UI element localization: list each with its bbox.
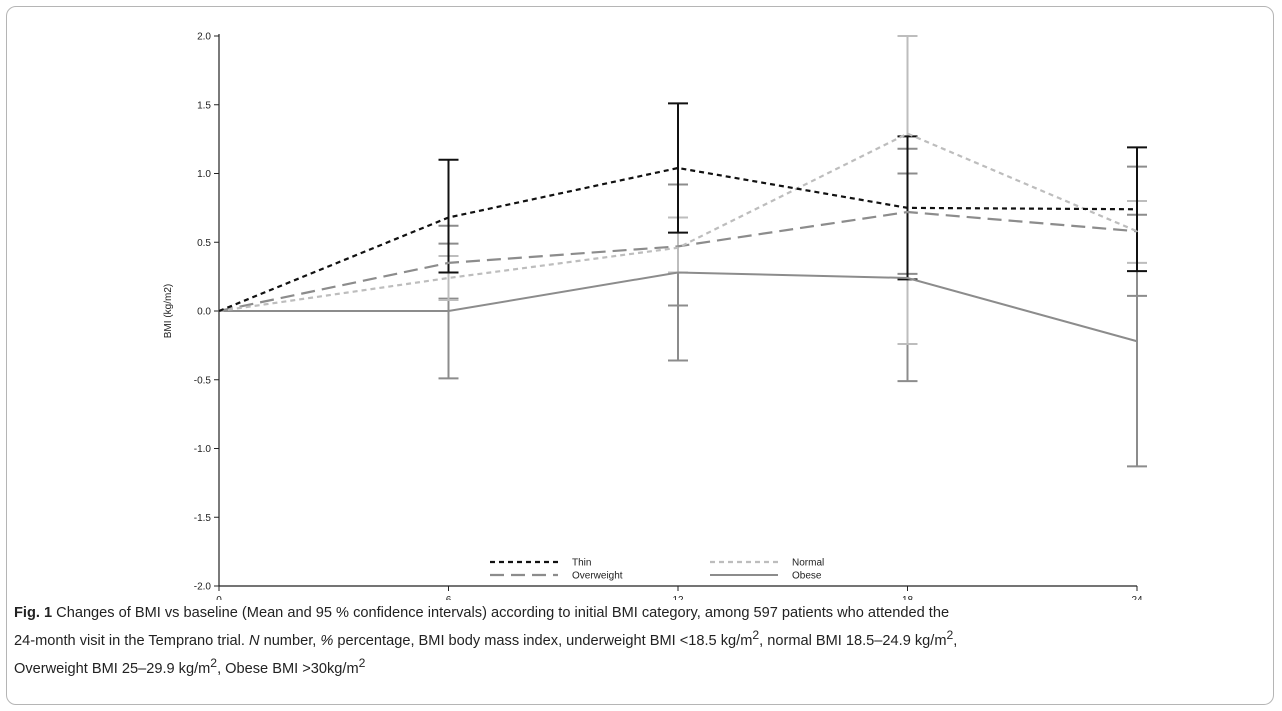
caption-line-2a: 24-month visit in the Temprano trial. xyxy=(14,632,245,649)
legend-label-obese: Obese xyxy=(792,571,822,582)
y-tick-label: -2.0 xyxy=(194,582,212,593)
caption-n-symbol: N xyxy=(248,632,260,649)
caption-pct-symbol: % xyxy=(320,632,334,649)
data-point-normal xyxy=(447,277,450,279)
caption-line-1: Changes of BMI vs baseline (Mean and 95 … xyxy=(56,605,950,621)
y-tick-label: 0.5 xyxy=(197,238,211,249)
data-point-obese xyxy=(1136,340,1138,343)
data-point-thin xyxy=(906,207,909,209)
legend-item-overweight: Overweight xyxy=(490,571,623,582)
caption-label: Fig. 1 xyxy=(14,605,53,621)
x-tick-label: 0 xyxy=(216,595,222,600)
caption-pct-text: percentage, BMI body mass index, underwe… xyxy=(337,632,753,649)
caption-line-2c: , xyxy=(953,632,958,649)
caption-sup-3: 2 xyxy=(210,655,218,670)
caption-sup-1: 2 xyxy=(752,628,760,642)
data-point-thin xyxy=(218,310,220,312)
figure-frame xyxy=(6,6,1274,705)
legend: Thin Normal Overweight Obese xyxy=(490,558,824,582)
x-axis-ticks: 0 6 12 18 24 xyxy=(216,586,1143,600)
caption-sup-4: 2 xyxy=(358,655,366,670)
data-point-overweight xyxy=(447,262,450,264)
legend-item-normal: Normal xyxy=(710,558,824,569)
x-tick-label: 18 xyxy=(902,595,914,600)
caption-line-2b: , normal BMI 18.5–24.9 kg/m xyxy=(759,632,947,649)
legend-label-normal: Normal xyxy=(792,558,824,569)
series-obese xyxy=(438,172,1147,468)
error-bar-thin xyxy=(438,158,459,274)
figure-caption: Fig. 1 Changes of BMI vs baseline (Mean … xyxy=(14,602,1264,680)
series-layer xyxy=(218,35,1147,468)
caption-line-3b: , Obese BMI >30kg/m xyxy=(217,660,359,677)
data-point-normal xyxy=(906,132,909,135)
y-tick-label: 2.0 xyxy=(197,32,211,43)
legend-item-thin: Thin xyxy=(490,558,591,569)
data-point-normal xyxy=(1136,230,1138,233)
caption-sup-2: 2 xyxy=(946,628,954,642)
data-point-thin xyxy=(677,167,679,169)
caption-line-3a: Overweight BMI 25–29.9 kg/m xyxy=(14,660,211,677)
y-axis-label: BMI (kg/m2) xyxy=(163,284,174,338)
x-tick-label: 24 xyxy=(1131,595,1143,600)
y-tick-label: 0.0 xyxy=(197,307,211,318)
y-tick-label: 1.0 xyxy=(197,169,211,180)
caption-n-text: number, xyxy=(263,632,317,649)
x-tick-label: 12 xyxy=(672,595,684,600)
y-axis-ticks: 2.0 1.5 1.0 0.5 0.0 -0.5 -1.0 -1.5 -2.0 xyxy=(194,32,219,593)
series-overweight xyxy=(438,147,1147,307)
legend-label-thin: Thin xyxy=(572,558,591,569)
legend-item-obese: Obese xyxy=(710,571,822,582)
data-point-thin xyxy=(1136,208,1138,211)
x-tick-label: 6 xyxy=(446,595,452,600)
y-tick-label: 1.5 xyxy=(197,100,211,111)
data-point-obese xyxy=(447,310,450,312)
y-tick-label: -1.5 xyxy=(194,513,212,524)
data-point-overweight xyxy=(906,211,909,213)
data-point-thin xyxy=(447,216,450,219)
y-tick-label: -1.0 xyxy=(194,444,212,455)
legend-label-overweight: Overweight xyxy=(572,571,623,582)
data-point-obese xyxy=(677,271,679,274)
y-tick-label: -0.5 xyxy=(194,375,212,386)
series-line-thin xyxy=(218,166,1138,313)
data-point-obese xyxy=(906,277,909,279)
data-point-normal xyxy=(677,246,679,249)
bmi-chart: 2.0 1.5 1.0 0.5 0.0 -0.5 -1.0 -1.5 -2.0 0 6 12 18 24… xyxy=(163,32,1147,600)
